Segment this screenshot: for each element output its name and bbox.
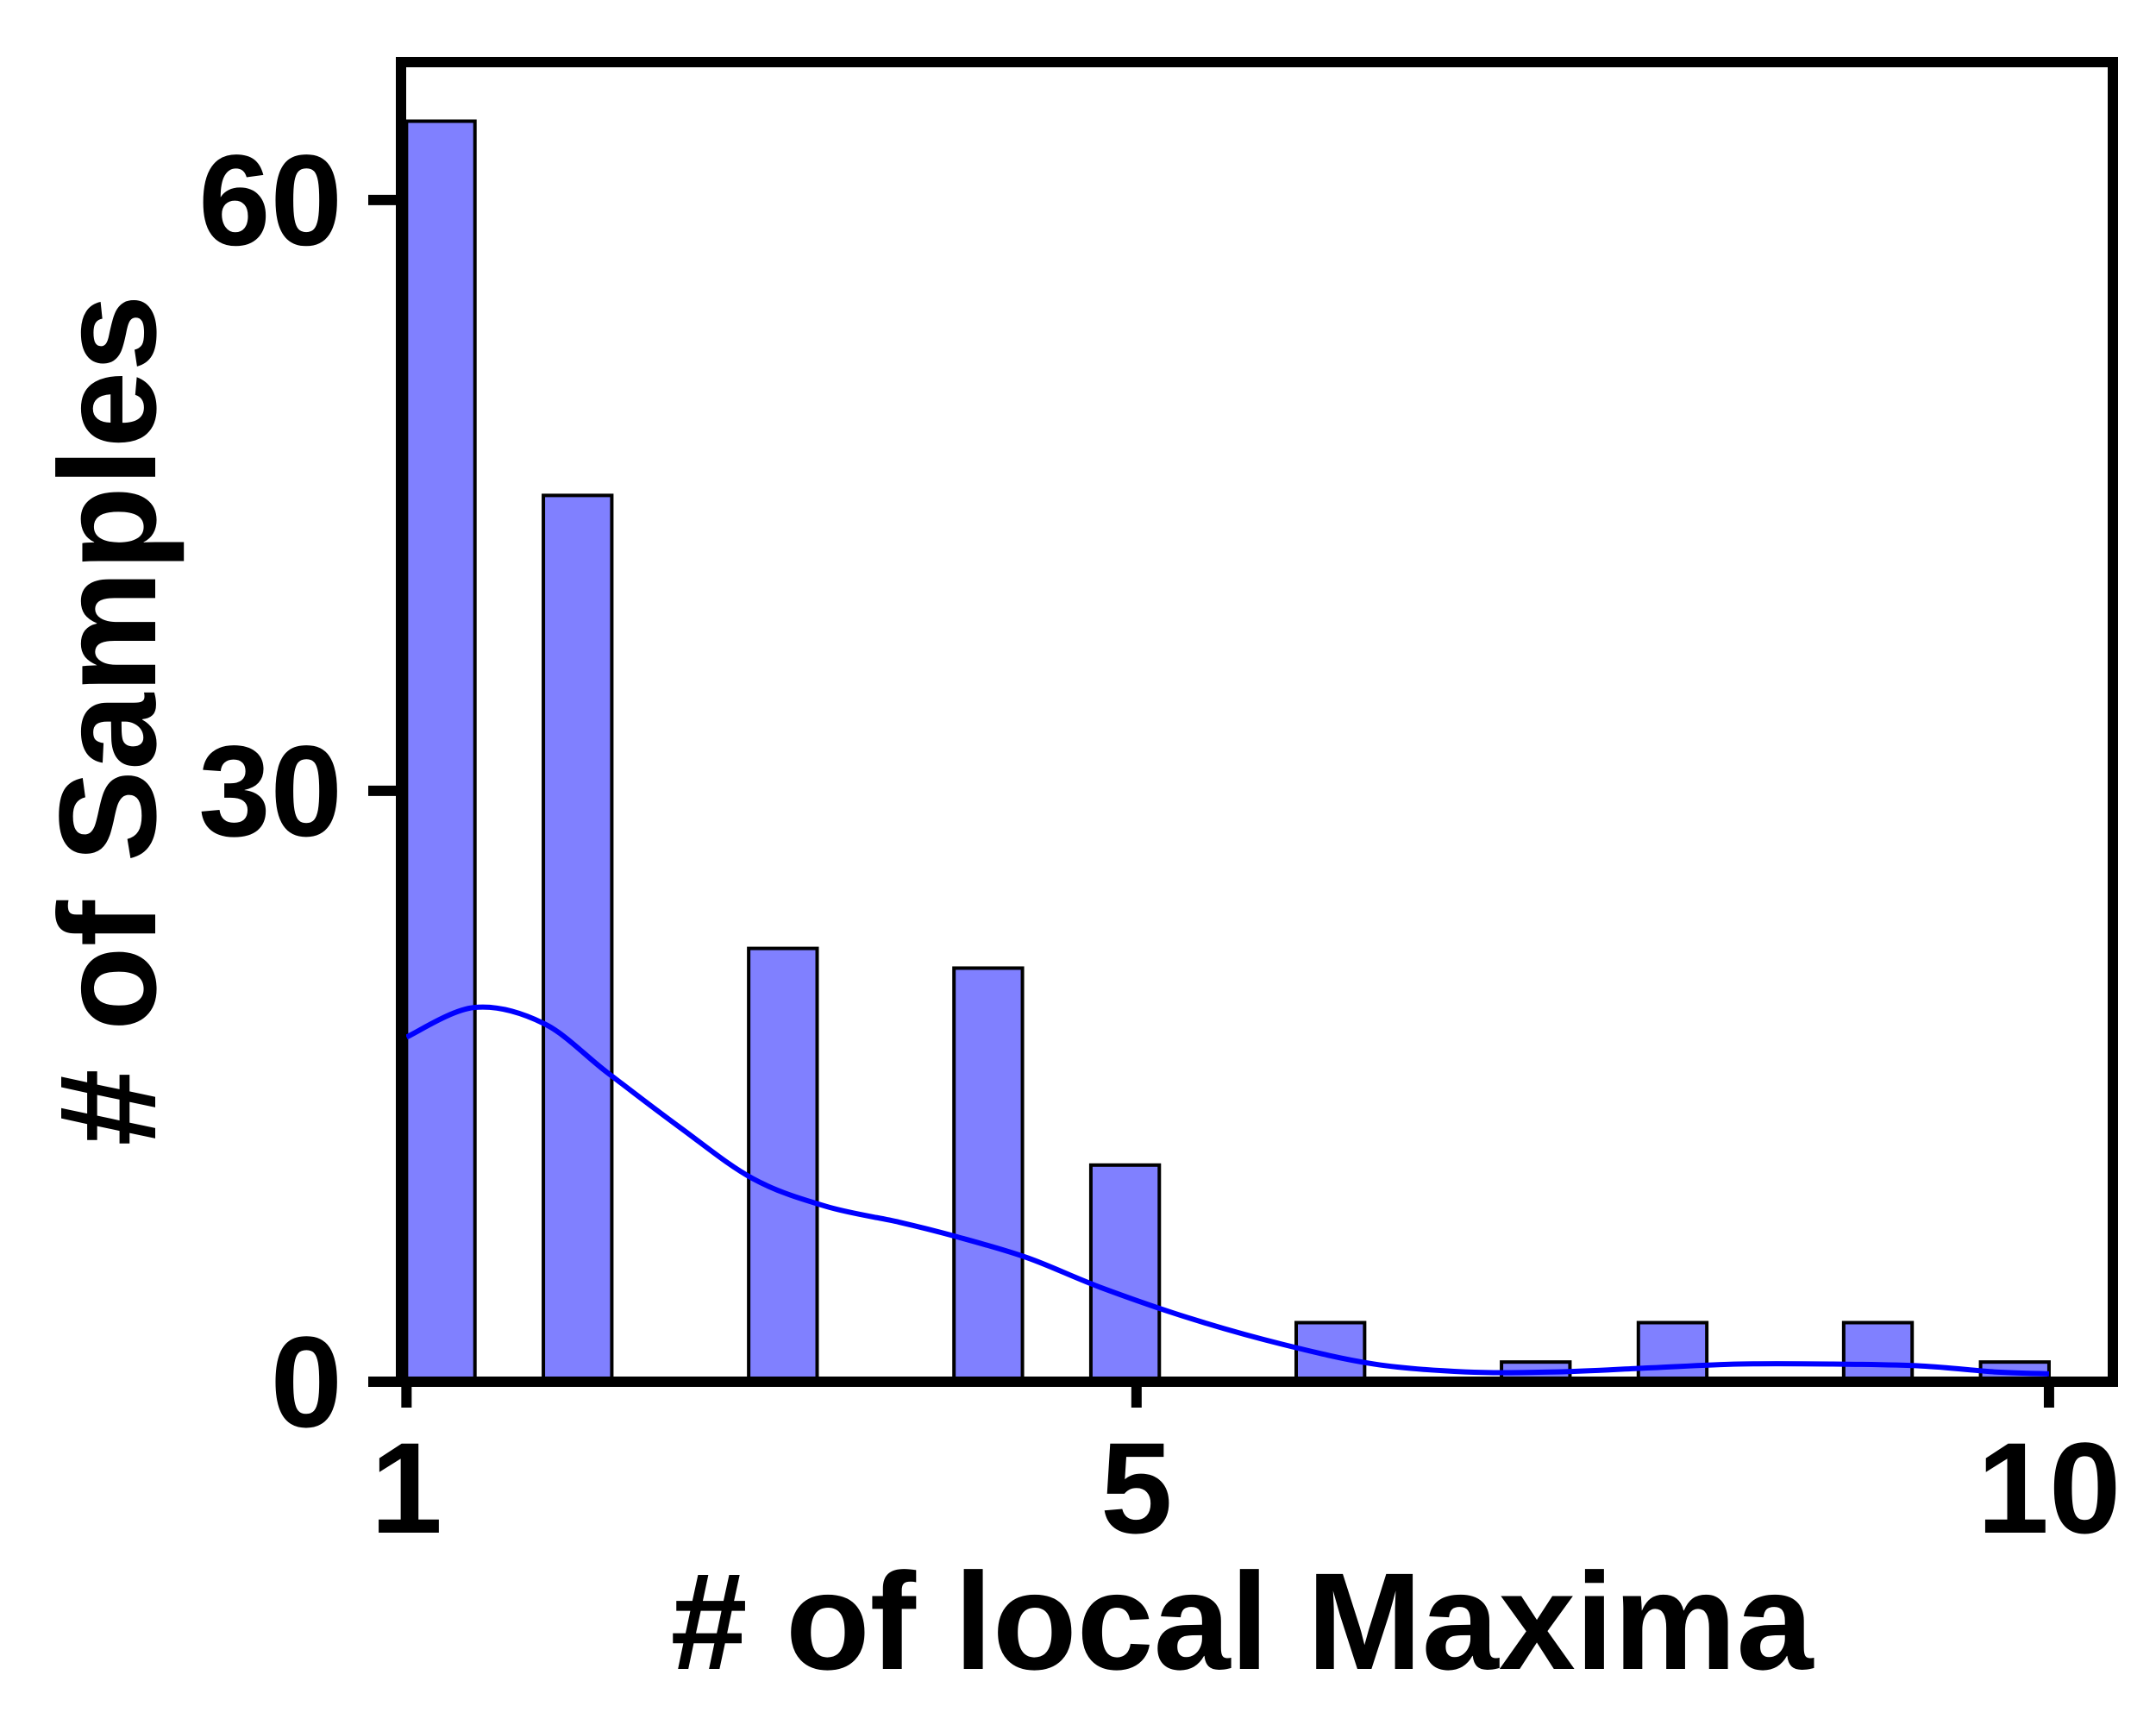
y-tick-label-0: 0 (271, 1309, 342, 1454)
x-tick-label-1: 1 (371, 1415, 442, 1560)
histogram-bar-5 (1088, 1163, 1162, 1384)
plot-frame (396, 57, 2118, 1387)
kde-curve (405, 1004, 2050, 1377)
histogram-bar-2 (542, 493, 614, 1383)
x-axis-label: # of local Maxima (671, 1544, 1814, 1698)
histogram-bar-3 (747, 946, 819, 1383)
histogram-bar-4 (952, 966, 1025, 1383)
histogram-bar-8 (1636, 1320, 1709, 1384)
histogram-bar-9 (1841, 1320, 1915, 1384)
y-axis-ticks: 0 30 60 (198, 128, 401, 1454)
y-tick-label-30: 30 (198, 718, 342, 863)
histogram-bar-1 (404, 119, 477, 1384)
bars-layer (404, 119, 2051, 1384)
y-axis-label: # of Samples (30, 294, 185, 1145)
x-axis-ticks: 1 5 10 (371, 1382, 2122, 1560)
x-tick-label-10: 10 (1977, 1415, 2122, 1560)
x-tick-label-5: 5 (1100, 1415, 1172, 1560)
y-tick-label-60: 60 (198, 128, 342, 273)
